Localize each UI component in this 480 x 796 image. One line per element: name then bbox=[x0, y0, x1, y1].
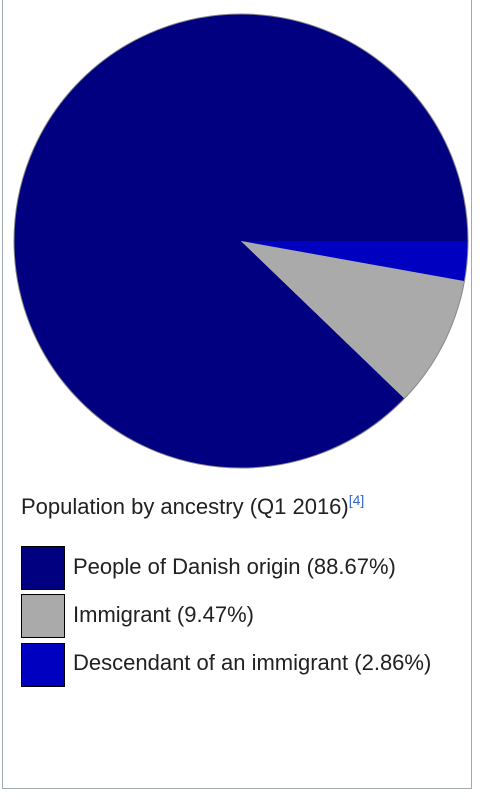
legend-value: (88.67%) bbox=[306, 554, 396, 579]
legend-label: Descendant of an immigrant bbox=[73, 650, 349, 676]
pie-slice bbox=[241, 241, 468, 282]
pie-outline bbox=[13, 13, 469, 469]
legend-item: People of Danish origin (88.67%) bbox=[21, 546, 441, 591]
chart-caption: Population by ancestry (Q1 2016)[4] bbox=[21, 492, 461, 520]
legend-swatch bbox=[21, 546, 65, 591]
pie-slice bbox=[13, 13, 469, 468]
legend-value: (2.86%) bbox=[354, 650, 432, 676]
legend-item: Immigrant (9.47%) bbox=[21, 594, 441, 639]
legend-swatch bbox=[21, 642, 65, 687]
legend-swatch bbox=[21, 594, 65, 639]
pie-chart bbox=[13, 13, 469, 469]
citation[interactable]: [4] bbox=[348, 492, 365, 508]
legend: People of Danish origin (88.67%) Immigran… bbox=[21, 546, 441, 691]
legend-label: People of Danish origin bbox=[73, 554, 301, 579]
pie-slice bbox=[241, 241, 465, 399]
legend-item: Descendant of an immigrant (2.86%) bbox=[21, 642, 441, 687]
chart-title: Population by ancestry (Q1 2016) bbox=[21, 494, 349, 519]
legend-value: (9.47%) bbox=[176, 602, 254, 628]
legend-label: Immigrant bbox=[73, 602, 171, 628]
infobox-frame: Population by ancestry (Q1 2016)[4] Peop… bbox=[2, 0, 472, 789]
